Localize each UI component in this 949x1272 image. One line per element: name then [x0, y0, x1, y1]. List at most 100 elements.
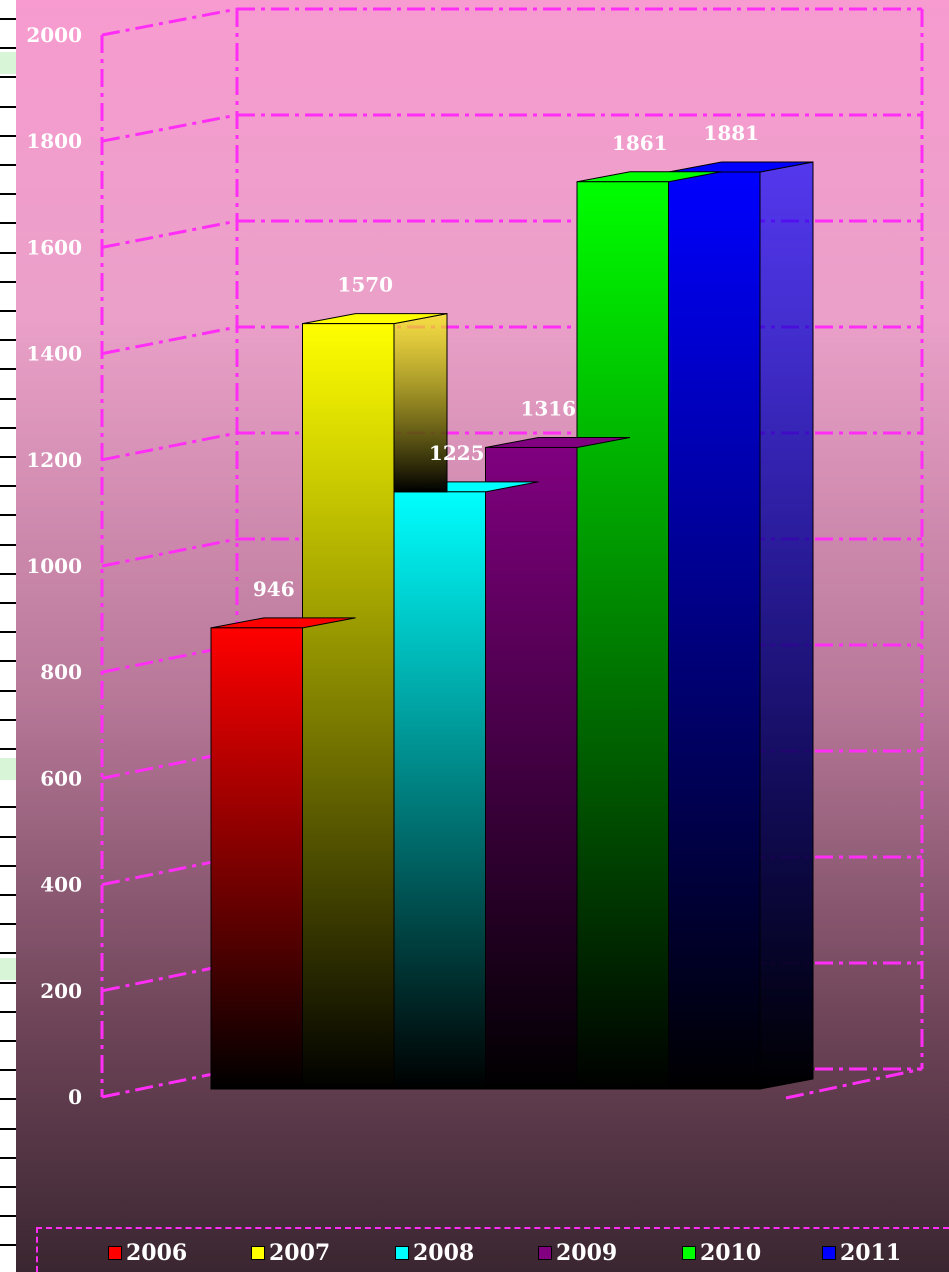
bar-2010: [576, 181, 669, 1090]
legend-item-2011: 2011: [822, 1240, 901, 1266]
strip-tick: [0, 193, 16, 195]
strip-tick: [0, 1069, 16, 1071]
bar-side-2007: [393, 313, 448, 493]
data-label-2007: 1570: [337, 273, 393, 297]
legend-swatch: [822, 1246, 836, 1260]
legend-item-2006: 2006: [108, 1240, 187, 1266]
bars: [210, 161, 814, 1090]
strip-tick: [0, 427, 16, 429]
floor-edge: [785, 1067, 923, 1100]
strip-tick: [0, 339, 16, 341]
strip-tick: [0, 398, 16, 400]
strip-tick: [0, 1244, 16, 1246]
strip-tick: [0, 76, 16, 78]
strip-tick: [0, 1098, 16, 1100]
bar-2009: [485, 446, 578, 1090]
y-tick-label: 800: [40, 660, 82, 684]
gridline-side: [101, 113, 238, 143]
strip-tick: [0, 1011, 16, 1013]
strip-tick: [0, 281, 16, 283]
strip-tick: [0, 982, 16, 984]
legend-label: 2008: [413, 1240, 475, 1266]
strip-tick: [0, 1128, 16, 1130]
legend-label: 2007: [269, 1240, 331, 1266]
legend-item-2009: 2009: [538, 1240, 617, 1266]
strip-tick: [0, 514, 16, 516]
strip-cell: [0, 758, 16, 780]
y-tick-label: 400: [40, 873, 82, 897]
data-label-2009: 1316: [520, 396, 576, 420]
strip-tick: [0, 222, 16, 224]
strip-tick: [0, 164, 16, 166]
legend-swatch: [538, 1246, 552, 1260]
strip-tick: [0, 310, 16, 312]
strip-tick: [0, 106, 16, 108]
bar-2011: [668, 171, 761, 1090]
y-tick-label: 1400: [26, 342, 82, 366]
y-tick-label: 1600: [26, 235, 82, 259]
strip-tick: [0, 47, 16, 49]
strip-tick: [0, 602, 16, 604]
data-label-2010: 1861: [612, 131, 668, 155]
strip-tick: [0, 806, 16, 808]
strip-tick: [0, 748, 16, 750]
strip-tick: [0, 952, 16, 954]
strip-tick: [0, 18, 16, 20]
strip-tick: [0, 660, 16, 662]
y-tick-label: 1200: [26, 448, 82, 472]
strip-tick: [0, 456, 16, 458]
legend-item-2010: 2010: [682, 1240, 761, 1266]
legend-item-2008: 2008: [395, 1240, 474, 1266]
strip-tick: [0, 1040, 16, 1042]
strip-tick: [0, 1215, 16, 1217]
strip-tick: [0, 690, 16, 692]
gridline-side: [101, 325, 238, 356]
strip-tick: [0, 573, 16, 575]
y-tick-label: 0: [68, 1085, 82, 1109]
y-tick-label: 600: [40, 766, 82, 790]
strip-tick: [0, 923, 16, 925]
strip-tick: [0, 544, 16, 546]
strip-tick: [0, 485, 16, 487]
bar-2008: [393, 491, 486, 1090]
y-tick-label: 200: [40, 979, 82, 1003]
strip-tick: [0, 865, 16, 867]
strip-tick: [0, 1157, 16, 1159]
legend-swatch: [682, 1246, 696, 1260]
left-edge-strip: [0, 0, 16, 1272]
bar-side-2011: [759, 161, 814, 1090]
legend: 2006 2007 2008 2009 2010 2011: [36, 1227, 949, 1272]
y-tick-label: 2000: [26, 23, 82, 47]
legend-swatch: [108, 1246, 122, 1260]
legend-item-2007: 2007: [251, 1240, 330, 1266]
y-tick-label: 1800: [26, 129, 82, 153]
strip-tick: [0, 252, 16, 254]
legend-label: 2006: [126, 1240, 188, 1266]
strip-tick: [0, 1186, 16, 1188]
legend-label: 2010: [700, 1240, 762, 1266]
strip-tick: [0, 631, 16, 633]
legend-swatch: [251, 1246, 265, 1260]
strip-tick: [0, 836, 16, 838]
y-tick-label: 1000: [26, 554, 82, 578]
legend-label: 2009: [556, 1240, 618, 1266]
data-label-2008: 1225: [429, 441, 485, 465]
strip-tick: [0, 894, 16, 896]
gridline-side: [101, 7, 238, 37]
value-labels: 1881 1861 1316 1225 1570 946: [253, 121, 759, 601]
legend-swatch: [395, 1246, 409, 1260]
bar-2007: [302, 323, 395, 1090]
strip-cell: [0, 52, 16, 74]
gridline-side: [101, 431, 238, 462]
strip-cell: [0, 958, 16, 980]
strip-tick: [0, 719, 16, 721]
bar-2006: [210, 627, 303, 1090]
gridline-side: [101, 219, 238, 249]
y-axis-tick-labels: 0 200 400 600 800 1000 1200 1400 1600 1800 2000: [26, 23, 82, 1109]
gridline-side: [101, 537, 238, 568]
strip-tick: [0, 135, 16, 137]
strip-tick: [0, 368, 16, 370]
legend-label: 2011: [840, 1240, 902, 1266]
data-label-2006: 946: [253, 577, 295, 601]
